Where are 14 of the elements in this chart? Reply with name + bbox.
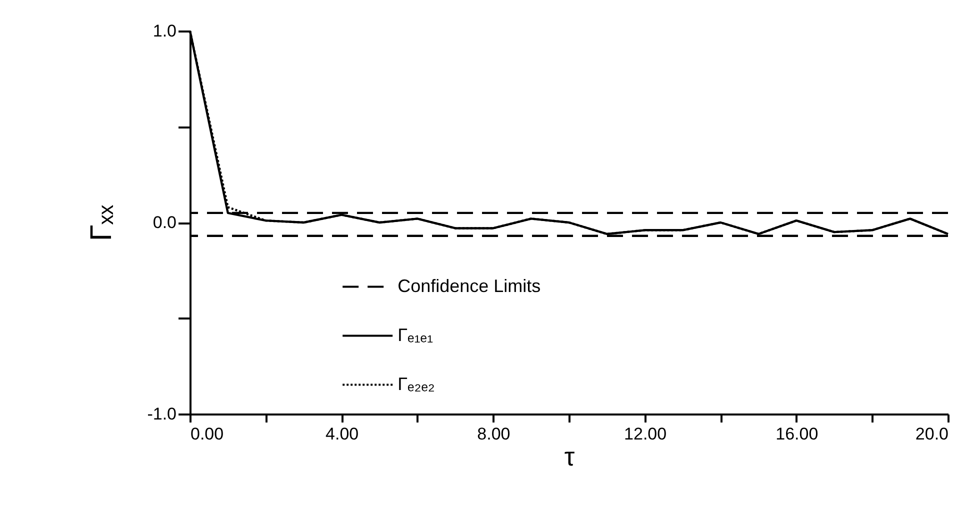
x-tick-label: 8.00	[477, 424, 510, 444]
legend-label: Confidence Limits	[398, 276, 541, 296]
x-tick-label: 16.00	[776, 424, 818, 444]
y-tick-label: 0.0	[152, 213, 176, 232]
x-tick-label: 0.00	[190, 424, 224, 444]
x-tick-label: 12.00	[624, 424, 667, 444]
legend-label: Γₑ₂ₑ₂	[398, 374, 435, 394]
x-axis-title: τ	[564, 442, 576, 472]
x-tick-label: 4.00	[326, 424, 359, 444]
y-tick-label: 1.0	[152, 22, 176, 40]
x-tick-label: 20.0	[915, 424, 948, 444]
y-tick-label: -1.0	[147, 404, 176, 424]
y-axis-title: Γₓₓ	[85, 204, 118, 242]
legend-label: Γₑ₁ₑ₁	[398, 324, 434, 345]
